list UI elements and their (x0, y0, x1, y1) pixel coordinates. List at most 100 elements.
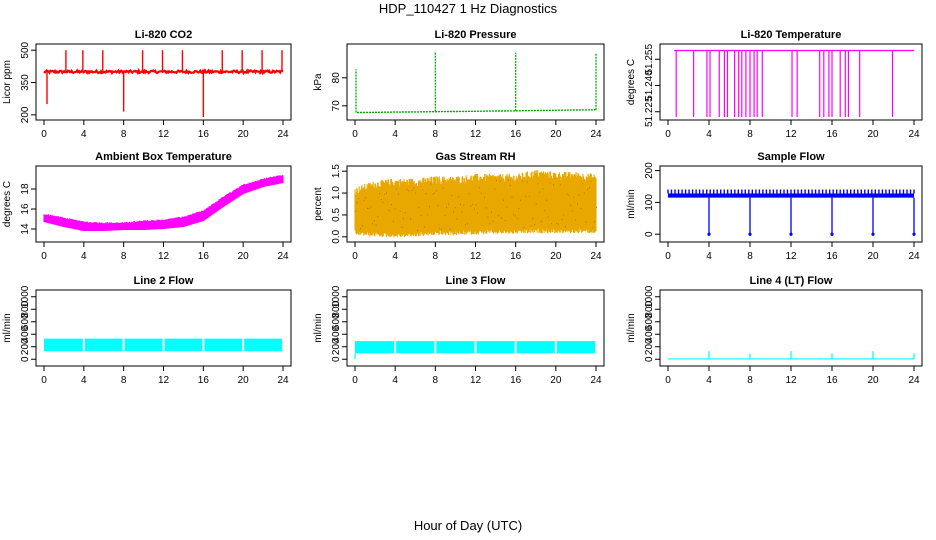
x-tick-label: 4 (81, 251, 87, 262)
plot-frame (346, 43, 605, 121)
y-tick-label: 1.0 (331, 186, 342, 200)
x-tick-label: 16 (826, 129, 838, 140)
y-tick-label: 1000 (20, 285, 31, 308)
x-tick-label: 16 (510, 375, 522, 386)
line2-band (44, 338, 83, 352)
x-tick-label: 12 (158, 129, 170, 140)
y-tick-label: 800 (331, 300, 342, 317)
x-tick-label: 20 (550, 375, 562, 386)
x-tick-label: 4 (392, 375, 398, 386)
y-tick-label: 400 (20, 325, 31, 342)
y-tick-label: 600 (20, 313, 31, 330)
line2-band (204, 338, 243, 352)
y-tick-label: 0 (20, 356, 31, 362)
sample-flow-drop-point (830, 232, 834, 236)
x-tick-label: 0 (352, 129, 358, 140)
y-tick-label: 600 (331, 313, 342, 330)
panel-pressure: Li-820 Pressure 0 4 8 12 16 20 24 70 80 kPa (313, 29, 605, 140)
x-tick-label: 20 (867, 375, 879, 386)
x-tick-label: 4 (706, 251, 712, 262)
x-tick-label: 24 (590, 251, 602, 262)
y-tick-label: 400 (644, 325, 655, 342)
panel-title: Line 2 Flow (134, 275, 194, 287)
panel-title: Sample Flow (757, 151, 825, 163)
y-tick-label: 200 (644, 338, 655, 355)
y-tick-label: 51.255 (644, 44, 655, 75)
y-tick-label: 500 (20, 41, 31, 58)
x-tick-label: 0 (41, 251, 47, 262)
x-tick-label: 0 (41, 129, 47, 140)
line2-band (124, 338, 163, 352)
panel-title: Ambient Box Temperature (95, 151, 232, 163)
plot-frame (35, 43, 292, 121)
x-tick-label: 0 (352, 251, 358, 262)
y-axis-label: ml/min (313, 313, 324, 342)
rh-dots (355, 177, 597, 232)
x-tick-label: 16 (826, 375, 838, 386)
x-tick-label: 24 (908, 375, 920, 386)
y-tick-label: 100 (644, 194, 655, 211)
y-axis-label: kPa (313, 73, 324, 91)
line3-band (516, 341, 555, 354)
y-tick-label: 18 (20, 183, 31, 195)
y-tick-label: 51.240 (644, 70, 655, 101)
y-tick-label: 800 (20, 300, 31, 317)
panel-title: Li-820 Pressure (435, 29, 517, 41)
y-tick-label: 1000 (331, 285, 342, 308)
x-tick-label: 8 (433, 251, 439, 262)
line3-band (556, 341, 595, 354)
panel-title: Line 4 (LT) Flow (750, 275, 833, 287)
y-tick-label: 0 (331, 356, 342, 362)
panel-title: Li-820 CO2 (135, 29, 192, 41)
box_temp-series (43, 175, 284, 231)
x-tick-label: 20 (867, 129, 879, 140)
plot-frame (346, 289, 605, 367)
co2-series (43, 67, 284, 76)
x-tick-label: 20 (550, 251, 562, 262)
y-axis-label: ml/min (2, 313, 13, 342)
x-tick-label: 4 (81, 129, 87, 140)
line3-band (476, 341, 515, 354)
x-tick-label: 16 (198, 375, 210, 386)
y-axis-label: degrees C (2, 181, 13, 227)
y-tick-label: 0.0 (331, 229, 342, 243)
sample-flow-drop-point (871, 232, 875, 236)
x-tick-label: 12 (158, 375, 170, 386)
x-tick-label: 8 (121, 129, 127, 140)
panel-box_temp: Ambient Box Temperature 0 4 8 12 16 20 24 14 16 18… (2, 151, 292, 262)
sample-flow-drop-point (912, 232, 916, 236)
panel-licor_temp: Li-820 Temperature 0 4 8 12 16 20 24 51.22551.24… (626, 29, 923, 140)
x-tick-label: 20 (238, 129, 250, 140)
x-tick-label: 12 (470, 129, 482, 140)
y-tick-label: 200 (20, 106, 31, 123)
y-axis-label: degrees C (626, 59, 637, 105)
x-tick-label: 4 (392, 129, 398, 140)
plot-frame (35, 165, 292, 243)
y-axis-label: ml/min (626, 189, 637, 218)
x-tick-label: 8 (433, 375, 439, 386)
x-tick-label: 8 (433, 129, 439, 140)
y-axis-label: ml/min (626, 313, 637, 342)
x-tick-label: 4 (706, 375, 712, 386)
x-tick-label: 24 (590, 129, 602, 140)
sample-flow-drop-point (707, 232, 711, 236)
line2-band (164, 338, 203, 352)
y-tick-label: 1.5 (331, 164, 342, 178)
panel-title: Line 3 Flow (446, 275, 506, 287)
x-tick-label: 16 (510, 251, 522, 262)
x-tick-label: 0 (665, 129, 671, 140)
plot-frame (35, 289, 292, 367)
x-tick-label: 12 (158, 251, 170, 262)
x-tick-label: 12 (785, 129, 797, 140)
x-tick-label: 0 (665, 251, 671, 262)
x-tick-label: 16 (826, 251, 838, 262)
x-tick-label: 24 (590, 375, 602, 386)
panel-title: Gas Stream RH (435, 151, 515, 163)
panel-sample_flow: Sample Flow 0 4 8 12 16 20 24 0 100 200 ml/min (626, 151, 923, 262)
y-tick-label: 200 (331, 338, 342, 355)
x-tick-label: 16 (510, 129, 522, 140)
x-tick-label: 12 (785, 251, 797, 262)
